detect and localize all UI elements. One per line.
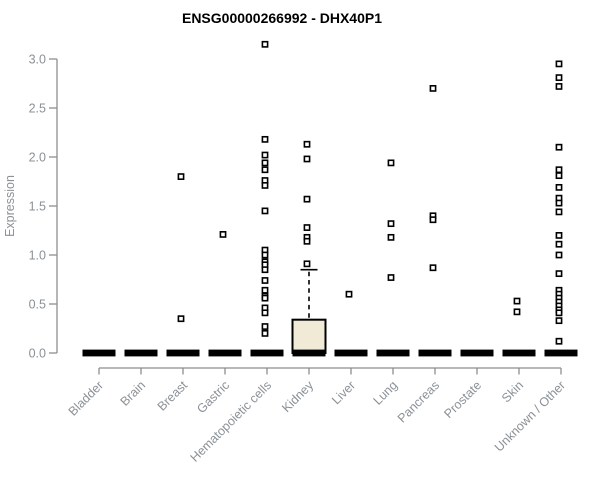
y-tick-label: 3.0 — [29, 53, 46, 67]
x-tick-label: Unknown / Other — [492, 378, 568, 454]
outlier-point — [177, 173, 185, 180]
outlier-point — [177, 315, 185, 323]
outlier-point — [555, 232, 563, 239]
box-kidney — [291, 318, 327, 354]
outlier-point — [555, 208, 563, 216]
zero-median-bar — [292, 349, 326, 357]
x-tick-label: Hematopoietic cells — [188, 378, 275, 465]
outlier-point — [303, 237, 311, 245]
outlier-point — [387, 233, 395, 241]
outlier-point — [261, 266, 269, 274]
zero-median-bar — [250, 349, 284, 357]
x-tick-label: Skin — [499, 378, 526, 405]
zero-median-bar — [82, 349, 116, 357]
outlier-point — [513, 308, 521, 316]
zero-median-bar — [166, 349, 200, 357]
outlier-point — [555, 166, 563, 174]
y-tick-label: 0.0 — [29, 347, 46, 361]
outlier-point — [387, 220, 395, 228]
outlier-point — [429, 85, 437, 92]
zero-median-bar — [460, 349, 494, 357]
outlier-point — [261, 135, 269, 143]
outlier-point — [303, 140, 311, 148]
outlier-point — [555, 240, 563, 248]
outlier-point — [303, 195, 311, 203]
plot-area: 0.0 0.5 1.0 1.5 2.0 2.5 3.0 Bladder Brain Breast G… — [29, 40, 578, 465]
zero-median-bar — [334, 349, 368, 357]
outlier-point — [261, 207, 269, 215]
outlier-point — [303, 155, 311, 163]
outlier-point — [303, 224, 311, 231]
y-tick-label: 1.0 — [29, 249, 46, 263]
outlier-point — [261, 294, 269, 302]
outlier-point — [219, 231, 227, 238]
outlier-point — [261, 329, 269, 337]
chart-title: ENSG00000266992 - DHX40P1 — [182, 10, 382, 26]
outlier-point — [555, 143, 563, 151]
y-axis-label: Expression — [3, 175, 17, 237]
outlier-point — [555, 337, 563, 345]
outlier-point — [261, 151, 269, 159]
x-tick-label: Pancreas — [395, 378, 442, 425]
outlier-point — [261, 159, 269, 167]
outlier-point — [261, 323, 269, 330]
outlier-point — [261, 251, 269, 259]
outlier-point — [261, 166, 269, 174]
outlier-point — [387, 159, 395, 167]
outlier-point — [261, 182, 269, 189]
y-tick-label: 2.5 — [29, 102, 46, 116]
outlier-point — [429, 216, 437, 224]
outlier-point — [303, 260, 311, 268]
outlier-point — [555, 317, 563, 325]
zero-median-bar — [208, 349, 242, 357]
x-tick-label: Gastric — [194, 378, 232, 416]
outlier-point — [555, 183, 563, 191]
x-tick-label: Breast — [155, 378, 191, 414]
outlier-point — [429, 264, 437, 272]
zero-median-bar — [376, 349, 410, 357]
outlier-point — [555, 60, 563, 68]
x-tick-label: Brain — [118, 378, 149, 409]
outlier-point — [555, 270, 563, 278]
zero-median-bar — [544, 349, 578, 357]
x-tick-label: Lung — [371, 378, 401, 408]
x-tick-label: Liver — [329, 378, 358, 407]
y-tick-label: 2.0 — [29, 151, 46, 165]
zero-median-bar — [502, 349, 536, 357]
outlier-point — [555, 251, 563, 259]
x-tick-label: Kidney — [279, 378, 316, 415]
outlier-point — [555, 199, 563, 207]
outlier-point — [261, 40, 269, 48]
outlier-point — [555, 74, 563, 82]
outlier-point — [387, 274, 395, 281]
zero-median-bar — [418, 349, 452, 357]
outlier-point — [345, 290, 353, 298]
outlier-point — [261, 309, 269, 317]
y-tick-label: 0.5 — [29, 298, 46, 312]
zero-median-bar — [124, 349, 158, 357]
outlier-point — [513, 297, 521, 305]
outlier-point — [555, 172, 563, 180]
outlier-point — [261, 277, 269, 284]
y-tick-label: 1.5 — [29, 200, 46, 214]
x-tick-label: Bladder — [66, 378, 106, 418]
x-tick-label: Prostate — [441, 378, 484, 421]
outlier-point — [261, 286, 269, 294]
outlier-point — [555, 83, 563, 90]
outlier-point — [555, 309, 563, 317]
